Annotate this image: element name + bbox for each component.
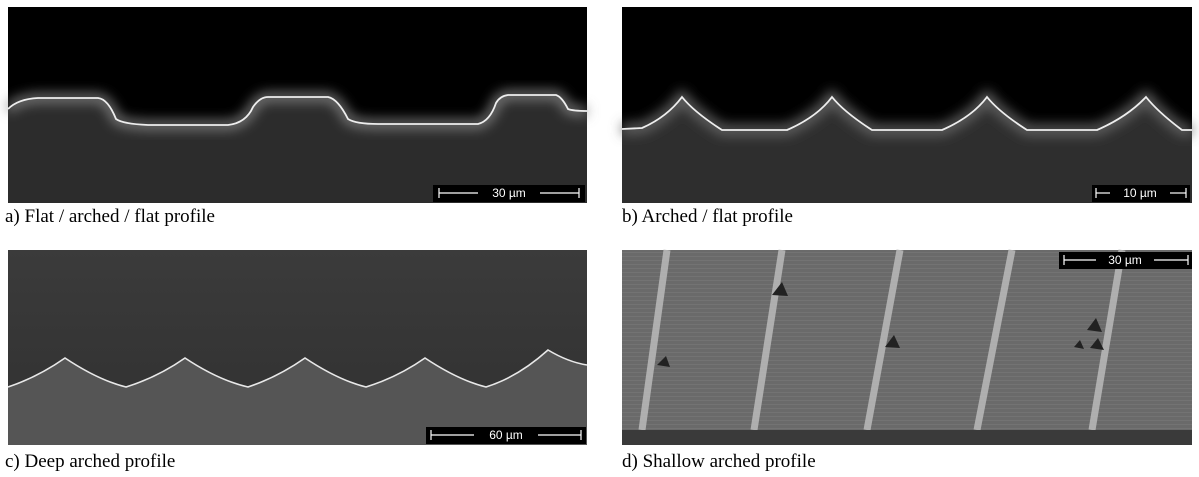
scale-bar-label: 60 µm <box>489 428 523 442</box>
caption: b) Arched / flat profile <box>622 206 793 227</box>
scale-bar-box <box>1059 252 1192 269</box>
substrate <box>622 97 1192 203</box>
profile-edge <box>7 349 588 388</box>
panel-c: 60 µm <box>7 250 588 445</box>
image-bottom <box>622 430 1192 445</box>
panel-b: 10 µm <box>621 7 1192 203</box>
groove-ridges <box>638 249 1126 431</box>
substrate <box>8 350 587 445</box>
scale-bar-label: 30 µm <box>1108 253 1142 267</box>
panel-a: 30 µm <box>5 7 588 203</box>
scale-bar-label: 30 µm <box>492 186 526 200</box>
scale-bar-box <box>1092 185 1190 202</box>
panel-d: 30 µm <box>622 249 1192 445</box>
debris <box>657 282 1104 367</box>
scale-bar-box <box>426 427 586 444</box>
caption: d) Shallow arched profile <box>622 451 816 472</box>
profile-edge <box>7 94 588 126</box>
caption: a) Flat / arched / flat profile <box>5 206 215 227</box>
substrate <box>8 95 587 203</box>
profile-edge <box>621 95 1192 131</box>
scale-bar-label: 10 µm <box>1123 186 1157 200</box>
caption: c) Deep arched profile <box>5 451 175 472</box>
scale-bar-box <box>433 185 585 202</box>
